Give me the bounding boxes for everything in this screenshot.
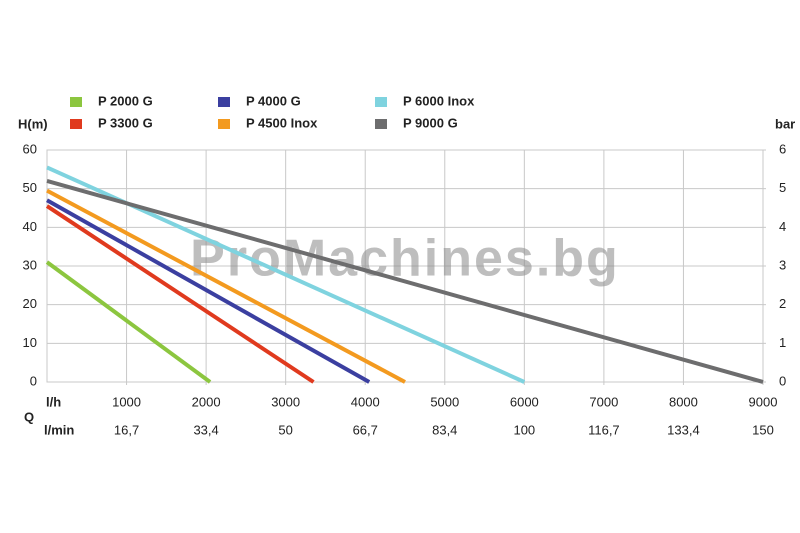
series-line (45, 204, 315, 384)
x-tick-label: 6000 (510, 394, 539, 409)
x2-tick-label: 33,4 (193, 422, 218, 437)
y-tick-label: 50 (23, 180, 37, 195)
legend-label: P 6000 Inox (403, 93, 475, 108)
y2-tick-label: 5 (779, 180, 786, 195)
legend-swatch (218, 119, 230, 129)
legend-label: P 3300 G (98, 115, 153, 130)
y2-tick-label: 4 (779, 219, 786, 234)
y-tick-label: 60 (23, 141, 37, 156)
x2-tick-label: 150 (752, 422, 774, 437)
x2-tick-label: 16,7 (114, 422, 139, 437)
x2-tick-label: 133,4 (667, 422, 700, 437)
series-line (46, 188, 406, 384)
series-line (46, 179, 764, 384)
x2-axis-label: l/min (44, 422, 74, 437)
x2-tick-label: 100 (513, 422, 535, 437)
x-tick-label: 8000 (669, 394, 698, 409)
x2-tick-label: 116,7 (588, 422, 620, 437)
y2-tick-label: 2 (779, 296, 786, 311)
y-axis-label: H(m) (18, 116, 48, 131)
y2-tick-label: 0 (779, 373, 786, 388)
x-tick-label: 5000 (430, 394, 459, 409)
x2-tick-label: 83,4 (432, 422, 457, 437)
series-line (45, 260, 212, 384)
legend-swatch (70, 97, 82, 107)
legend-swatch (70, 119, 82, 129)
x-tick-label: 7000 (589, 394, 618, 409)
x2-tick-label: 50 (278, 422, 292, 437)
x-tick-label: 2000 (192, 394, 221, 409)
y2-axis-label: bar (775, 116, 795, 131)
y2-tick-label: 6 (779, 141, 786, 156)
x-tick-label: 3000 (271, 394, 300, 409)
legend-swatch (218, 97, 230, 107)
x-group-label: Q (24, 409, 34, 424)
y2-tick-label: 1 (779, 335, 786, 350)
legend-swatch (375, 97, 387, 107)
x2-tick-label: 66,7 (353, 422, 378, 437)
legend-label: P 9000 G (403, 115, 458, 130)
legend-label: P 2000 G (98, 93, 153, 108)
y-tick-label: 10 (23, 335, 37, 350)
legend-label: P 4000 G (246, 93, 301, 108)
series-line (46, 198, 371, 384)
x-tick-label: 4000 (351, 394, 380, 409)
y2-tick-label: 3 (779, 257, 786, 272)
x-tick-label: 9000 (749, 394, 778, 409)
legend-swatch (375, 119, 387, 129)
y-tick-label: 40 (23, 219, 37, 234)
legend-label: P 4500 Inox (246, 115, 318, 130)
x-axis-label: l/h (46, 394, 61, 409)
y-tick-label: 0 (30, 373, 37, 388)
y-tick-label: 30 (23, 257, 37, 272)
x-tick-label: 1000 (112, 394, 141, 409)
y-tick-label: 20 (23, 296, 37, 311)
